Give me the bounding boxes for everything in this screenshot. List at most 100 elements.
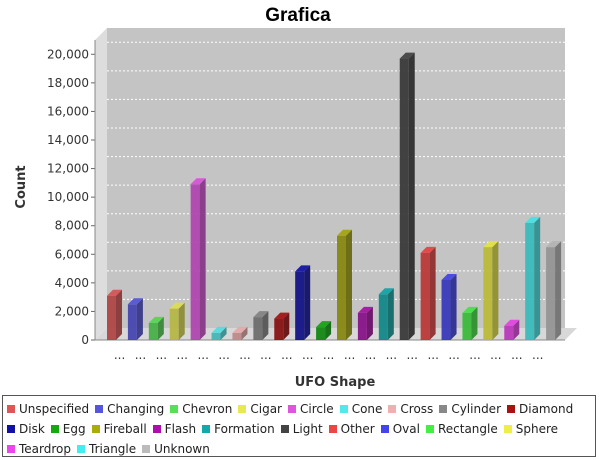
bar-front: [253, 317, 263, 340]
legend-item-disk: Disk: [7, 419, 45, 439]
bar-top: [253, 311, 269, 318]
legend-swatch: [142, 445, 151, 453]
bar-chevron: [148, 316, 164, 340]
bar-top: [399, 52, 415, 59]
legend-item-cone: Cone: [339, 399, 382, 419]
legend-swatch: [7, 445, 15, 453]
bar-circle: [190, 178, 206, 340]
bar-top: [378, 288, 394, 295]
bar-top: [274, 312, 290, 319]
x-tick-label: ...: [156, 348, 167, 362]
bar-front: [211, 332, 221, 340]
x-tick-label: ...: [197, 348, 208, 362]
bars: [107, 52, 562, 340]
legend-label: Other: [340, 422, 375, 436]
bar-top: [546, 241, 562, 248]
legend-label: Egg: [62, 422, 86, 436]
bar-side: [262, 311, 269, 340]
bar-front: [127, 304, 137, 340]
legend-swatch: [238, 405, 247, 413]
legend-swatch: [503, 425, 512, 433]
y-tick-label: 12,000: [47, 162, 89, 176]
bar-side: [534, 216, 541, 340]
bar-top: [232, 326, 248, 333]
bar-flash: [357, 306, 373, 340]
legend-swatch: [7, 405, 15, 413]
legend-item-egg: Egg: [50, 419, 86, 439]
bar-top: [337, 229, 352, 236]
bar-side: [116, 289, 122, 340]
legend-label: Cylinder: [451, 402, 501, 416]
bar-side: [366, 306, 373, 340]
legend-swatch: [339, 405, 348, 413]
bar-side: [429, 246, 436, 340]
legend-label: Cross: [400, 402, 434, 416]
legend-item-teardrop: Teardrop: [7, 439, 71, 459]
bar-top: [525, 216, 541, 223]
bar-front: [504, 325, 514, 340]
bar-top: [169, 302, 185, 309]
bar-front: [295, 271, 305, 340]
bar-unknown: [546, 241, 562, 340]
x-tick-label: ...: [386, 348, 397, 362]
bar-front: [462, 312, 472, 340]
x-axis-ticks: ........................................…: [114, 348, 544, 362]
y-tick-label: 20,000: [47, 47, 89, 61]
y-tick-label: 16,000: [47, 104, 89, 118]
legend-swatch: [170, 405, 179, 413]
bar-side: [492, 241, 499, 340]
legend-label: Circle: [299, 402, 334, 416]
legend-item-fireball: Fireball: [91, 419, 147, 439]
y-tick-label: 4,000: [55, 276, 89, 290]
legend-swatch: [50, 425, 59, 433]
legend-item-unknown: Unknown: [142, 439, 210, 459]
bar-unspecified: [107, 289, 122, 340]
bar-formation: [378, 288, 394, 340]
x-tick-label: ...: [427, 348, 438, 362]
legend-item-other: Other: [328, 419, 375, 439]
bar-side: [471, 306, 478, 340]
x-tick-label: ...: [260, 348, 271, 362]
legend-item-rectangle: Rectangle: [425, 419, 498, 439]
x-tick-label: ...: [407, 348, 418, 362]
plot-left-wall: [95, 28, 107, 340]
bar-top: [211, 326, 227, 333]
bar-side: [283, 312, 290, 340]
legend-swatch: [380, 425, 389, 433]
legend-label: Disk: [19, 422, 45, 436]
x-tick-label: ...: [323, 348, 334, 362]
bar-fireball: [337, 229, 352, 340]
bar-front: [525, 222, 535, 340]
bar-side: [241, 326, 248, 340]
bar-front: [357, 312, 367, 340]
x-tick-label: ...: [135, 348, 146, 362]
legend-item-unspecified: Unspecified: [7, 399, 89, 419]
legend-label: Diamond: [519, 402, 574, 416]
bar-front: [107, 295, 116, 340]
legend-swatch: [388, 405, 397, 413]
bar-cylinder: [253, 311, 269, 340]
legend-label: Chevron: [182, 402, 233, 416]
chart: Grafica Count UFO Shape 0 2,000 4,000 6,000…: [14, 5, 577, 390]
legend-item-cross: Cross: [388, 399, 433, 419]
bar-top: [462, 306, 478, 313]
bar-front: [378, 294, 388, 340]
bar-disk: [295, 265, 311, 340]
bar-changing: [127, 298, 143, 340]
y-tick-label: 8,000: [55, 219, 89, 233]
x-tick-label: ...: [218, 348, 229, 362]
bar-top: [441, 274, 457, 280]
legend-label: Fireball: [103, 422, 147, 436]
x-tick-label: ...: [114, 348, 125, 362]
legend-item-triangle: Triangle: [77, 439, 136, 459]
bar-cross: [232, 326, 248, 340]
bar-sphere: [483, 241, 499, 340]
legend-label: Cigar: [250, 402, 282, 416]
x-tick-label: ...: [177, 348, 188, 362]
bar-front: [274, 318, 284, 340]
x-tick-label: ...: [281, 348, 292, 362]
bar-top: [148, 316, 164, 323]
x-tick-label: ...: [344, 348, 355, 362]
bar-side: [450, 274, 457, 340]
legend-label: Triangle: [89, 442, 137, 456]
